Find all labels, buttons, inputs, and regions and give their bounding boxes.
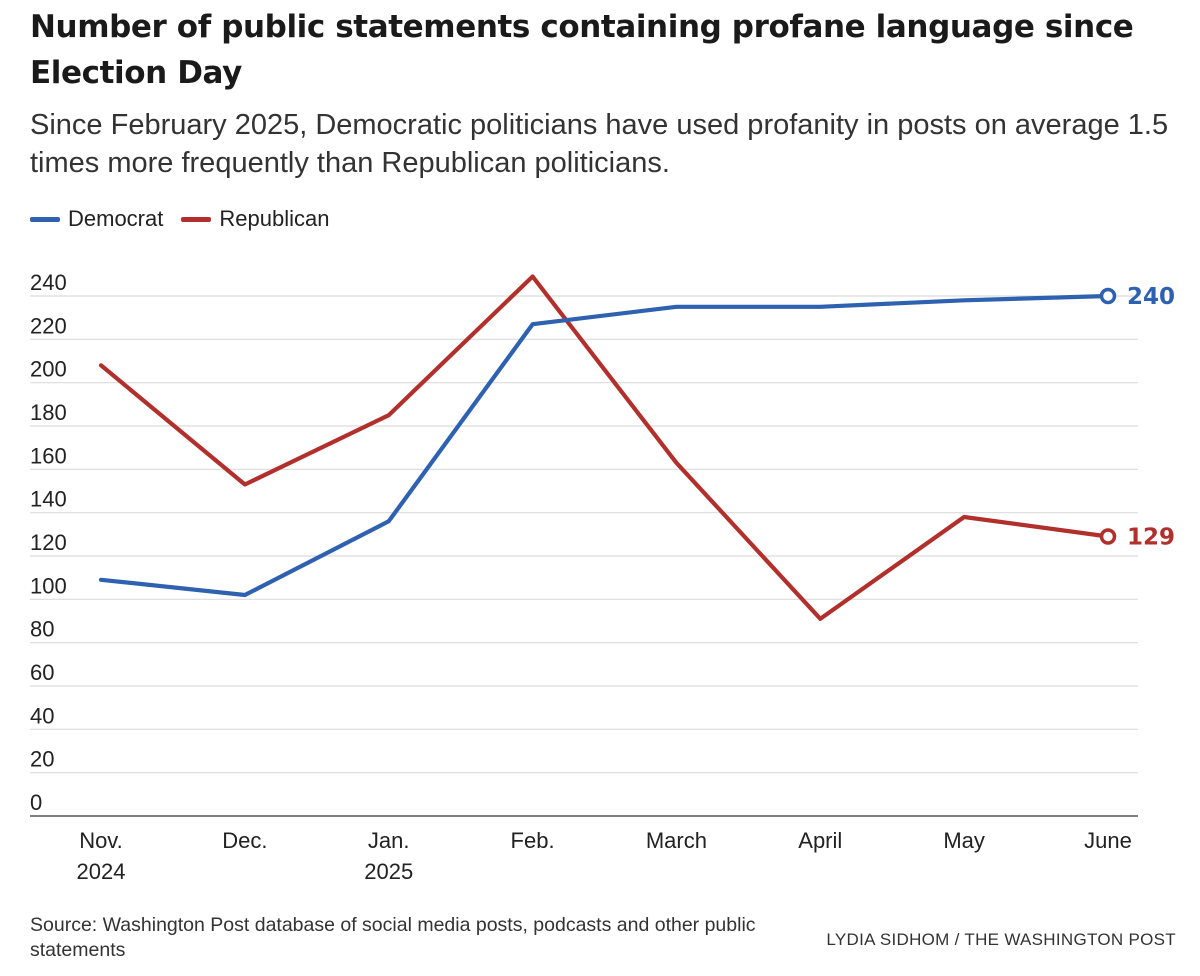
y-tick-label: 200 xyxy=(30,357,67,382)
x-tick-label: Dec. xyxy=(222,828,267,853)
y-tick-label: 0 xyxy=(30,790,42,815)
credit-line: LYDIA SIDHOM / THE WASHINGTON POST xyxy=(826,930,1176,949)
x-tick-line: April xyxy=(798,828,842,853)
legend-swatch-democrat xyxy=(30,216,60,222)
y-tick-label: 140 xyxy=(30,487,67,512)
end-label-republican: 129 xyxy=(1127,525,1175,551)
line-chart: 0 20 40 60 80 100 120 140 160 180 200 220 240 Nov. 20… xyxy=(0,250,1200,890)
series-line-democrat xyxy=(98,293,1111,598)
x-tick-label: March xyxy=(646,828,707,853)
x-tick-label: June xyxy=(1084,828,1132,853)
series-lines xyxy=(98,274,1117,621)
y-tick-label: 40 xyxy=(30,703,54,728)
x-tick-line: Nov. xyxy=(79,828,123,853)
x-tick-label: April xyxy=(798,828,842,853)
y-tick-label: 160 xyxy=(30,443,67,468)
gridlines xyxy=(30,295,1138,817)
end-point-democrat xyxy=(1099,287,1117,305)
legend: Democrat Republican xyxy=(30,204,347,234)
y-tick-label: 120 xyxy=(30,530,67,555)
x-axis-ticks: Nov. 2024 Dec. Jan. 2025 Feb. March April May Jun… xyxy=(77,828,1132,884)
x-tick-line: Feb. xyxy=(511,828,555,853)
x-tick-line: Dec. xyxy=(222,828,267,853)
y-tick-label: 180 xyxy=(30,400,67,425)
x-tick-line: March xyxy=(646,828,707,853)
y-tick-label: 100 xyxy=(30,573,67,598)
x-tick-label: May xyxy=(943,828,985,853)
end-labels: 129 240 xyxy=(1127,284,1175,551)
x-tick-label: Feb. xyxy=(511,828,555,853)
chart-subtitle: Since February 2025, Democratic politici… xyxy=(30,109,1169,179)
source-note: Source: Washington Post database of soci… xyxy=(30,914,756,961)
x-tick-line: 2024 xyxy=(77,859,126,884)
x-tick-label: Jan. 2025 xyxy=(364,828,413,884)
x-tick-line: Jan. xyxy=(368,828,410,853)
end-label-democrat: 240 xyxy=(1127,284,1175,310)
y-tick-label: 220 xyxy=(30,313,67,338)
y-tick-label: 240 xyxy=(30,270,67,295)
series-line-republican xyxy=(98,274,1111,621)
legend-label-republican: Republican xyxy=(219,206,330,231)
x-tick-line: 2025 xyxy=(364,859,413,884)
legend-swatch-republican xyxy=(181,216,212,222)
y-tick-label: 60 xyxy=(30,660,54,685)
legend-item-democrat: Democrat xyxy=(30,206,163,232)
y-tick-label: 20 xyxy=(30,747,54,772)
end-point-republican xyxy=(1099,528,1117,545)
chart-title: Number of public statements containing p… xyxy=(30,9,1134,91)
chart-canvas: 0 20 40 60 80 100 120 140 160 180 200 220 240 Nov. 20… xyxy=(30,270,1175,884)
x-tick-label: Nov. 2024 xyxy=(77,828,126,884)
legend-item-republican: Republican xyxy=(181,206,329,232)
legend-label-democrat: Democrat xyxy=(68,206,164,231)
y-tick-label: 80 xyxy=(30,617,54,642)
y-axis-ticks: 0 20 40 60 80 100 120 140 160 180 200 220 240 xyxy=(30,270,67,815)
x-tick-line: June xyxy=(1084,828,1132,853)
x-tick-line: May xyxy=(943,828,985,853)
